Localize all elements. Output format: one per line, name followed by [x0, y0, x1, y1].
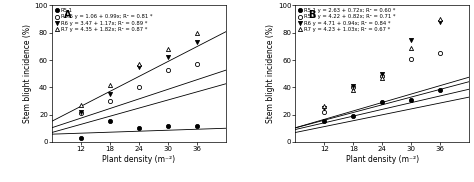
X-axis label: Plant density (m⁻²): Plant density (m⁻²)	[102, 155, 175, 164]
Legend: R5.1, R5.5 y = 1.06 + 0.99x; R² = 0.81 *, R6 y = 3.47 + 1.17x; R² = 0.89 *, R7 y: R5.1, R5.5 y = 1.06 + 0.99x; R² = 0.81 *…	[54, 8, 153, 33]
Text: B: B	[308, 9, 315, 19]
X-axis label: Plant density (m⁻²): Plant density (m⁻²)	[346, 155, 419, 164]
Text: A: A	[64, 9, 72, 19]
Legend: R5.1 y = 2.63 + 0.72x; R² = 0.60 *, R5.5 y = 4.22 + 0.82x; R² = 0.71 *, R6 y = 4: R5.1 y = 2.63 + 0.72x; R² = 0.60 *, R5.5…	[298, 8, 396, 33]
Y-axis label: Stem blight incidence (%): Stem blight incidence (%)	[266, 24, 275, 123]
Y-axis label: Stem blight incidence (%): Stem blight incidence (%)	[23, 24, 32, 123]
